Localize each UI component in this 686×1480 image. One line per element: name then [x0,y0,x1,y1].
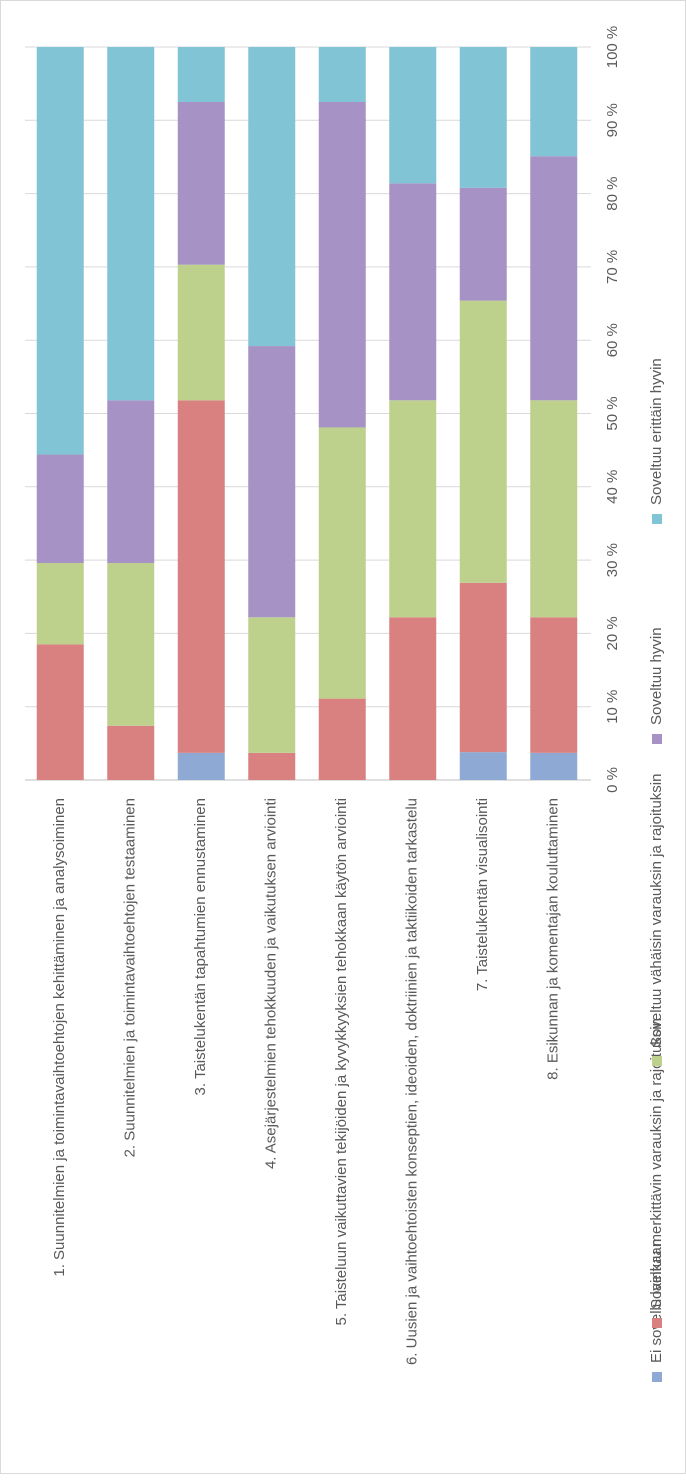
legend-marker[interactable] [652,1372,662,1382]
bar-segment [36,47,84,455]
y-tick-label: 80 % [604,176,621,210]
bar-segment [248,752,296,780]
bar-segment [530,47,578,157]
bar-segment [107,400,155,564]
bar-segment [36,454,84,564]
bar-segment [248,617,296,753]
category-label: 2. Suunnitelmien ja toimintavaihtoehtoje… [122,798,139,1157]
bar-segment [177,101,225,265]
bar-segment [177,752,225,780]
bar-segment [318,698,366,780]
bar-segment [389,617,437,780]
bar-segment [36,644,84,780]
y-tick-label: 70 % [604,250,621,284]
bar-segment [530,752,578,780]
legend-marker[interactable] [652,1318,662,1328]
bar-segment [389,400,437,618]
bar-segment [459,752,507,780]
legend-label[interactable]: Soveltuu vähäisin varauksin ja rajoituks… [648,774,665,1047]
category-labels: 1. Suunnitelmien ja toimintavaihtoehtoje… [51,798,562,1365]
bar-segment [107,563,155,726]
bar-segment [107,47,155,401]
y-tick-label: 20 % [604,616,621,650]
bar-segment [389,47,437,184]
bar-segment [107,725,155,780]
bar-segment [459,300,507,583]
y-tick-label: 10 % [604,690,621,724]
bar-segment [248,346,296,618]
bar-segment [459,582,507,753]
bar-segment [248,47,296,347]
y-tick-label: 90 % [604,103,621,137]
bars [36,47,578,780]
legend-label[interactable]: Soveltuu erittäin hyvin [648,358,665,505]
bar-segment [530,617,578,753]
legend-label[interactable]: Soveltuu merkittävin varauksin ja rajoit… [648,1018,665,1309]
value-axis-ticks: 0 % 10 % 20 % 30 % 40 % 50 % 60 % 70 % 80 % 90 % 1… [604,26,621,793]
legend-marker[interactable] [652,1056,662,1066]
bar-segment [177,400,225,753]
bar-segment [318,101,366,428]
category-label: 7. Taistelukentän visualisointi [474,798,491,991]
y-tick-label: 30 % [604,543,621,577]
category-label: 8. Esikunnan ja komentajan kouluttaminen [545,798,562,1080]
y-tick-label: 0 % [604,767,621,793]
bar-segment [459,47,507,188]
category-label: 6. Uusien ja vaihtoehtoisten konseptien,… [404,798,421,1365]
y-tick-label: 40 % [604,470,621,504]
bar-segment [389,183,437,401]
bar-segment [318,47,366,102]
legend-label[interactable]: Ei sovellu lainkaan [648,1239,665,1363]
bar-segment [530,400,578,618]
category-label: 4. Asejärjestelmien tehokkuuden ja vaiku… [263,798,280,1169]
category-label: 3. Taistelukentän tapahtumien ennustamin… [192,798,209,1095]
bar-segment [177,264,225,401]
legend-label[interactable]: Soveltuu hyvin [648,627,665,725]
category-label: 5. Taisteluun vaikuttavien tekijöiden ja… [333,798,350,1326]
y-tick-label: 50 % [604,396,621,430]
bar-segment [36,563,84,645]
bar-segment [530,156,578,401]
y-tick-label: 60 % [604,323,621,357]
bar-segment [177,47,225,102]
legend-marker[interactable] [652,734,662,744]
y-tick-label: 100 % [604,26,621,69]
bar-segment [318,427,366,699]
legend-marker[interactable] [652,514,662,524]
bar-segment [459,187,507,301]
category-label: 1. Suunnitelmien ja toimintavaihtoehtoje… [51,798,68,1277]
